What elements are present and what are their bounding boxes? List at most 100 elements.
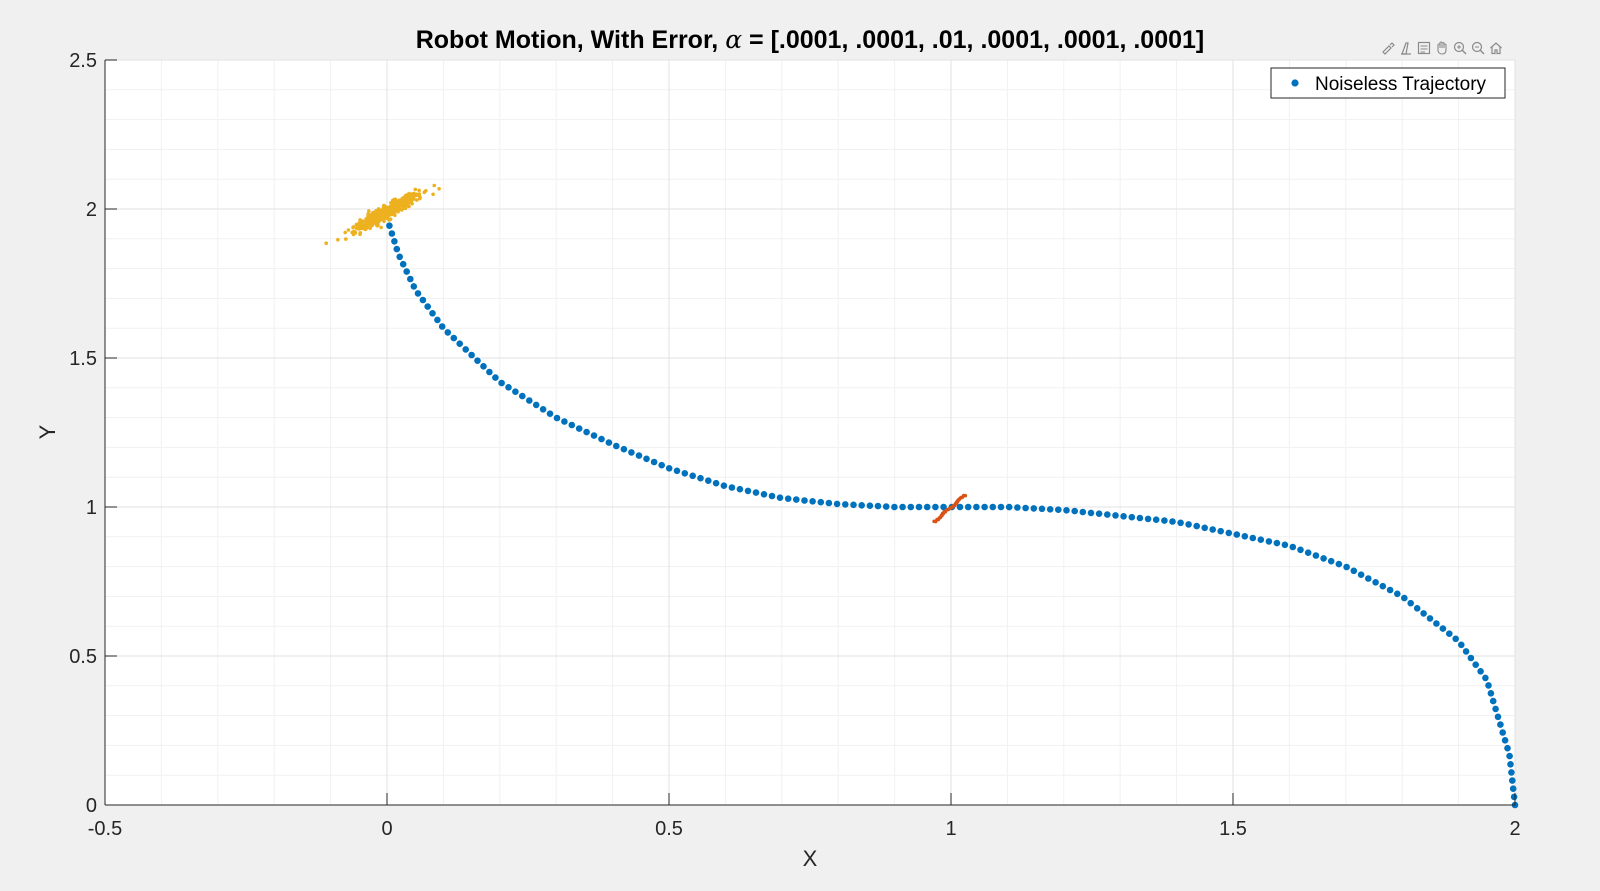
trajectory-point [1507,761,1514,768]
trajectory-point [575,425,583,432]
trajectory-point [989,503,997,511]
trajectory-point [526,397,533,404]
error-point-start [411,194,416,198]
error-point-mid [963,493,968,498]
trajectory-point [1038,505,1046,513]
trajectory-point [1289,543,1297,551]
axes-toolbar [1380,38,1504,58]
trajectory-point [1087,509,1095,517]
trajectory-point [891,503,898,511]
trajectory-point [1462,648,1470,655]
trajectory-point [1320,555,1327,562]
trajectory-point [809,498,816,505]
x-tick-label: 0.5 [655,818,683,840]
trajectory-point [793,496,800,503]
trajectory-point [480,363,487,370]
trajectory-point [858,502,865,509]
legend-box [1270,67,1506,99]
trajectory-point [539,406,547,413]
trajectory-point [613,442,620,450]
trajectory-point [561,418,568,425]
x-axis-label: X [803,846,818,871]
trajectory-point [1420,610,1427,617]
trajectory-point [923,503,931,511]
error-point-start [414,192,419,196]
trajectory-point [590,432,598,439]
error-point-start [408,197,413,202]
error-point-start [397,204,401,208]
trajectory-point [1095,510,1103,517]
error-point-start [410,201,414,206]
x-tick-label: 1 [945,818,956,840]
trajectory-point [1144,515,1152,523]
trajectory-point [438,323,446,330]
trajectory-point [391,238,398,245]
trajectory-point [1446,630,1453,637]
chart-title-symbol: α [725,25,742,54]
trajectory-point [620,445,628,453]
trajectory-point [1401,594,1408,602]
trajectory-point [1472,661,1479,668]
trajectory-point [1357,571,1365,578]
pan-icon[interactable] [1434,40,1450,56]
home-icon[interactable] [1488,40,1504,56]
trajectory-point [568,421,576,429]
chart-title: Robot Motion, With Error, α = [.0001, .0… [416,25,1205,54]
error-point-start [392,211,397,215]
trajectory-point [1327,557,1335,565]
trajectory-point [1499,729,1506,736]
error-point-start [400,196,405,201]
y-tick-label: 1.5 [69,348,97,370]
trajectory-point [650,458,658,466]
trajectory-point [462,346,470,353]
trajectory-point [1063,507,1070,514]
trajectory-point [1467,654,1475,662]
trajectory-point [1350,567,1358,575]
trajectory-point [1185,521,1192,528]
zoom-out-icon[interactable] [1470,40,1486,56]
trajectory-point [736,485,744,493]
trajectory-point [434,316,441,324]
trajectory-point [882,503,890,510]
trajectory-point [1005,503,1013,511]
trajectory-point [1510,793,1518,801]
series-error-midpoint [932,493,968,524]
error-point-start [382,219,386,224]
error-point-start [370,211,375,215]
trajectory-point [1241,533,1249,540]
trajectory-point [817,498,825,506]
trajectory-point [635,452,643,459]
trajectory-point [689,472,696,480]
trajectory-point [468,351,475,359]
trajectory-point [429,310,436,317]
trajectory-point [1304,549,1312,556]
data-tips-icon[interactable] [1398,40,1414,56]
trajectory-point [801,497,808,504]
zoom-in-icon[interactable] [1452,40,1468,56]
trajectory-point [1482,674,1489,682]
error-point-start [336,237,340,242]
trajectory-point [492,374,499,381]
trajectory-point [498,379,505,387]
trajectory-point [388,230,396,237]
trajectory-point [1494,713,1502,721]
trajectory-point [1439,625,1447,632]
error-point-start [415,198,419,202]
datatip-table-icon[interactable] [1416,40,1432,56]
error-point-start [343,230,348,235]
brush-icon[interactable] [1380,40,1396,56]
trajectory-point [1477,668,1484,675]
trajectory-point [1335,560,1343,568]
error-point-start [388,210,393,215]
legend[interactable]: Noiseless Trajectory [1270,67,1506,99]
error-point-start [354,222,359,227]
trajectory-point [1509,785,1517,792]
trajectory-point [1128,513,1136,521]
ticks [104,59,1516,806]
y-tick-label: 0 [86,795,97,817]
y-tick-label: 2 [86,199,97,221]
trajectory-point [546,410,554,418]
trajectory-point [396,253,404,261]
trajectory-point [728,484,736,491]
